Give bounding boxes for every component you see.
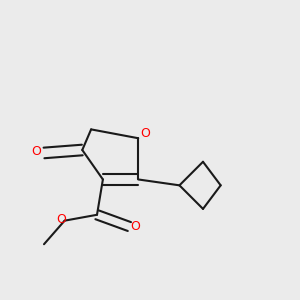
Text: O: O: [141, 127, 151, 140]
Text: O: O: [130, 220, 140, 233]
Text: O: O: [57, 213, 67, 226]
Text: O: O: [32, 145, 42, 158]
